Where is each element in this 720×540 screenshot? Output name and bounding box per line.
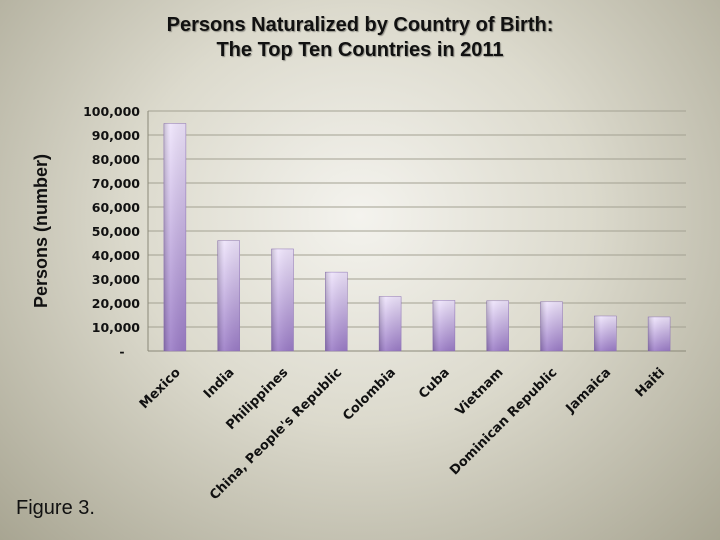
chart-title: Persons Naturalized by Country of Birth:… [0,13,720,63]
x-tick-label: Vietnam [453,365,507,419]
figure-caption: Figure 3. [16,497,95,519]
x-tick-label: India [201,365,238,402]
y-tick-label: 70,000 [92,176,141,191]
bar-shading [217,240,240,351]
y-tick-label: 100,000 [83,104,140,119]
bar-shading [379,296,402,351]
y-tick-label: 60,000 [92,200,141,215]
x-tick-label: Dominican Republic [447,365,560,478]
chart-title-line2: The Top Ten Countries in 2011 [216,39,504,61]
y-tick-label: 50,000 [92,224,141,239]
x-tick-label: Mexico [137,365,184,412]
bar-shading [432,300,455,351]
y-tick-label: - [119,344,124,359]
y-tick-label: 30,000 [92,272,141,287]
bar-shading [163,123,186,351]
y-tick-label: 90,000 [92,128,141,143]
bar-shading [486,300,509,351]
y-tick-label: 40,000 [92,248,141,263]
y-axis-label: Persons (number) [31,154,51,308]
bar-shading [648,316,671,351]
y-tick-label: 80,000 [92,152,141,167]
x-tick-label: Cuba [416,365,453,402]
x-tick-label: Colombia [340,365,399,424]
y-tick-label: 10,000 [92,320,141,335]
bar-shading [271,248,294,351]
x-tick-label: Haiti [633,365,668,400]
bar-shading [540,301,563,351]
bar-shading [325,272,348,351]
x-tick-label: Jamaica [563,365,615,417]
chart-title-line1: Persons Naturalized by Country of Birth: [166,14,554,36]
y-tick-label: 20,000 [92,296,141,311]
bar-shading [594,315,617,351]
